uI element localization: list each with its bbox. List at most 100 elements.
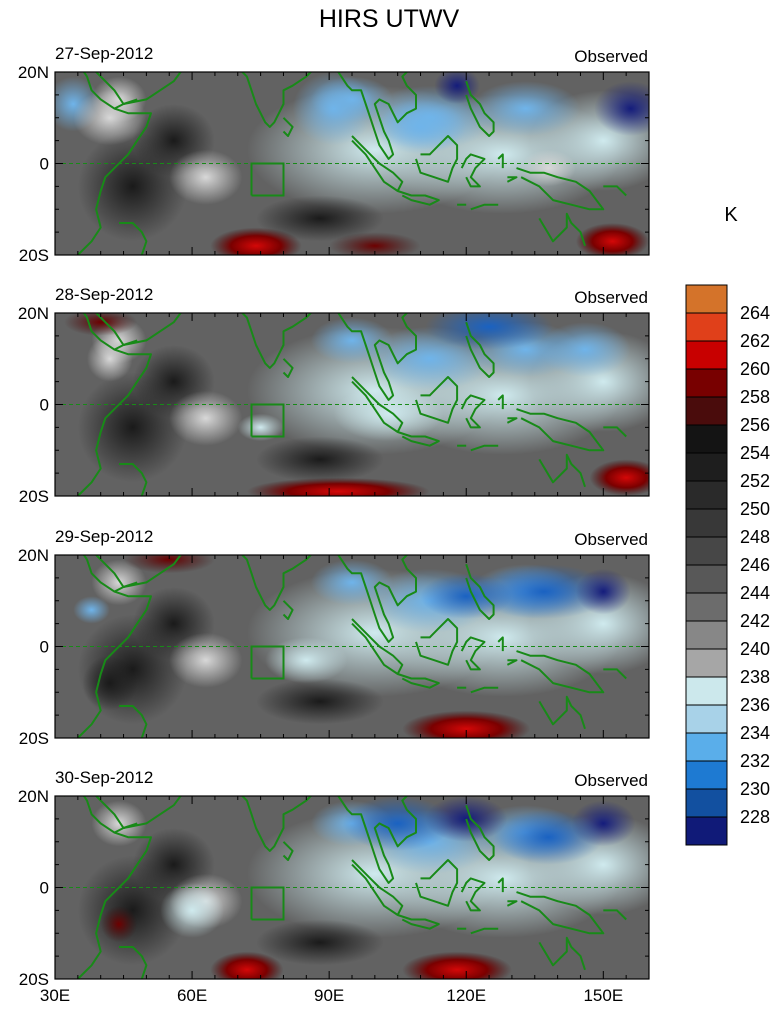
map-field bbox=[54, 554, 650, 739]
latitude-tick-label: 20N bbox=[18, 304, 49, 323]
coastline bbox=[465, 563, 495, 620]
field-contour bbox=[246, 477, 430, 496]
coastline bbox=[77, 313, 152, 496]
field-contour bbox=[374, 99, 467, 155]
field-contour bbox=[91, 800, 147, 847]
coastline bbox=[538, 936, 586, 971]
coastline bbox=[460, 636, 486, 671]
longitude-tick-label: 90E bbox=[314, 986, 344, 1005]
coastline bbox=[282, 358, 294, 378]
coastline bbox=[470, 444, 499, 452]
coastline bbox=[603, 426, 627, 438]
coastline bbox=[465, 321, 495, 378]
field-contour bbox=[425, 313, 554, 350]
coastline bbox=[119, 946, 148, 979]
field-contour bbox=[237, 413, 284, 442]
colorbar-level-label: 262 bbox=[740, 331, 770, 351]
field-contour bbox=[493, 809, 604, 865]
field-contour bbox=[82, 655, 138, 711]
coastline bbox=[282, 600, 294, 620]
colorbar-swatch bbox=[685, 424, 728, 454]
field-contour bbox=[169, 149, 243, 205]
field-contour bbox=[73, 90, 147, 146]
coastline bbox=[516, 167, 605, 211]
latitude-tick-label: 20S bbox=[19, 970, 49, 989]
field-contour bbox=[310, 317, 394, 364]
map-panel: 30-Sep-2012 Observed 20N 0 20S bbox=[18, 768, 650, 989]
latitude-tick-label: 20N bbox=[18, 546, 49, 565]
field-contour bbox=[210, 227, 302, 255]
field-contour bbox=[73, 596, 110, 624]
map-panel: 29-Sep-2012 Observed 20N 0 20S bbox=[18, 527, 650, 748]
longitude-axis: 30E 60E 90E 120E 150E bbox=[40, 986, 623, 1005]
colorbar-level-label: 264 bbox=[740, 303, 770, 323]
field-contour bbox=[64, 313, 138, 336]
colorbar-level-label: 246 bbox=[740, 555, 770, 575]
coastline bbox=[538, 212, 586, 247]
colorbar-level-label: 254 bbox=[740, 443, 770, 463]
coastline bbox=[506, 417, 518, 424]
colorbar-level-label: 238 bbox=[740, 667, 770, 687]
colorbar-swatch bbox=[685, 788, 728, 818]
region-box bbox=[250, 645, 285, 680]
colorbar-level-label: 244 bbox=[740, 583, 770, 603]
panel-date: 27-Sep-2012 bbox=[55, 44, 153, 63]
coastline bbox=[516, 891, 605, 935]
coastline bbox=[77, 796, 152, 979]
colorbar-swatch bbox=[685, 592, 728, 622]
colorbar-level-label: 260 bbox=[740, 359, 770, 379]
coastline bbox=[506, 176, 518, 183]
colorbar-swatch bbox=[685, 368, 728, 398]
coastline bbox=[351, 618, 404, 675]
field-contour bbox=[470, 81, 581, 137]
colorbar-swatch bbox=[685, 340, 728, 370]
latitude-tick-label: 20N bbox=[18, 787, 49, 806]
coastline bbox=[64, 555, 182, 588]
region-box bbox=[250, 886, 285, 921]
longitude-tick-label: 30E bbox=[40, 986, 70, 1005]
coastline bbox=[603, 185, 627, 197]
colorbar-units: K bbox=[724, 204, 738, 226]
colorbar-level-label: 252 bbox=[740, 471, 770, 491]
colorbar-swatch bbox=[685, 704, 728, 734]
field-contour bbox=[594, 81, 649, 137]
coastline bbox=[119, 463, 148, 496]
longitude-tick-label: 60E bbox=[177, 986, 207, 1005]
colorbar-level-label: 236 bbox=[740, 695, 770, 715]
coastline bbox=[240, 555, 417, 643]
coastline bbox=[516, 650, 605, 694]
coastline bbox=[77, 72, 152, 255]
colorbar-level-label: 250 bbox=[740, 499, 770, 519]
figure-title: HIRS UTWV bbox=[319, 5, 460, 33]
latitude-tick-label: 20S bbox=[19, 246, 49, 265]
field-contour bbox=[521, 149, 576, 187]
coastline bbox=[64, 796, 182, 829]
coastline bbox=[497, 394, 504, 410]
coastline bbox=[538, 453, 586, 488]
map-field bbox=[54, 312, 650, 497]
colorbar-swatch bbox=[685, 396, 728, 426]
coastline bbox=[397, 190, 440, 206]
colorbar-level-label: 258 bbox=[740, 387, 770, 407]
field-contour bbox=[292, 72, 375, 146]
coastline bbox=[470, 686, 499, 694]
field-contour bbox=[169, 632, 243, 688]
latitude-tick-label: 20S bbox=[19, 487, 49, 506]
coastline bbox=[113, 339, 138, 351]
coastline bbox=[282, 117, 294, 137]
field-contour bbox=[575, 222, 649, 255]
latitude-tick-label: 20S bbox=[19, 729, 49, 748]
field-contour bbox=[342, 796, 453, 851]
map-panel: 28-Sep-2012 Observed 20N 0 20S bbox=[18, 285, 650, 506]
latitude-tick-label: 20N bbox=[18, 63, 49, 82]
longitude-tick-label: 120E bbox=[446, 986, 486, 1005]
coastline bbox=[397, 914, 440, 930]
field-contour bbox=[210, 951, 284, 979]
colorbar-swatch bbox=[685, 732, 728, 762]
coastline bbox=[119, 705, 148, 738]
colorbar-swatch bbox=[685, 648, 728, 678]
colorbar-swatch bbox=[685, 508, 728, 538]
colorbar-level-label: 248 bbox=[740, 527, 770, 547]
colorbar-swatch bbox=[685, 480, 728, 510]
coastline bbox=[119, 222, 148, 255]
